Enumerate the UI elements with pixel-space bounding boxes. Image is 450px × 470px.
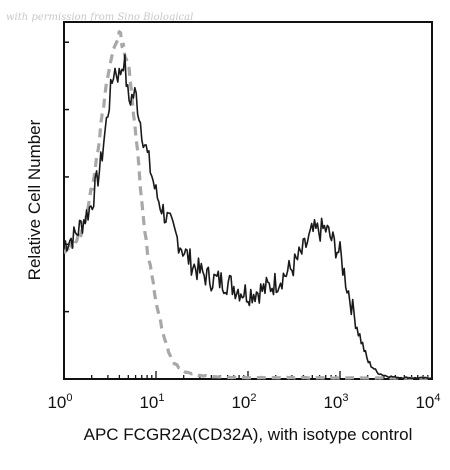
y-axis-label: Relative Cell Number bbox=[25, 119, 44, 280]
series-layer bbox=[63, 30, 433, 380]
x-axis-label: APC FCGR2A(CD32A), with isotype control bbox=[84, 425, 413, 444]
fcgr2a-series bbox=[63, 54, 432, 380]
x-tick-label: 103 bbox=[323, 392, 348, 412]
x-tick-label: 102 bbox=[231, 392, 256, 412]
isotype-control-series bbox=[63, 30, 433, 380]
x-tick-label: 104 bbox=[415, 392, 440, 412]
x-tick-label: 100 bbox=[47, 392, 72, 412]
x-tick-label: 101 bbox=[139, 392, 164, 412]
x-tick-labels: 100 101 102 103 104 bbox=[47, 392, 440, 412]
watermark: with permission from Sino Biological bbox=[6, 12, 193, 23]
